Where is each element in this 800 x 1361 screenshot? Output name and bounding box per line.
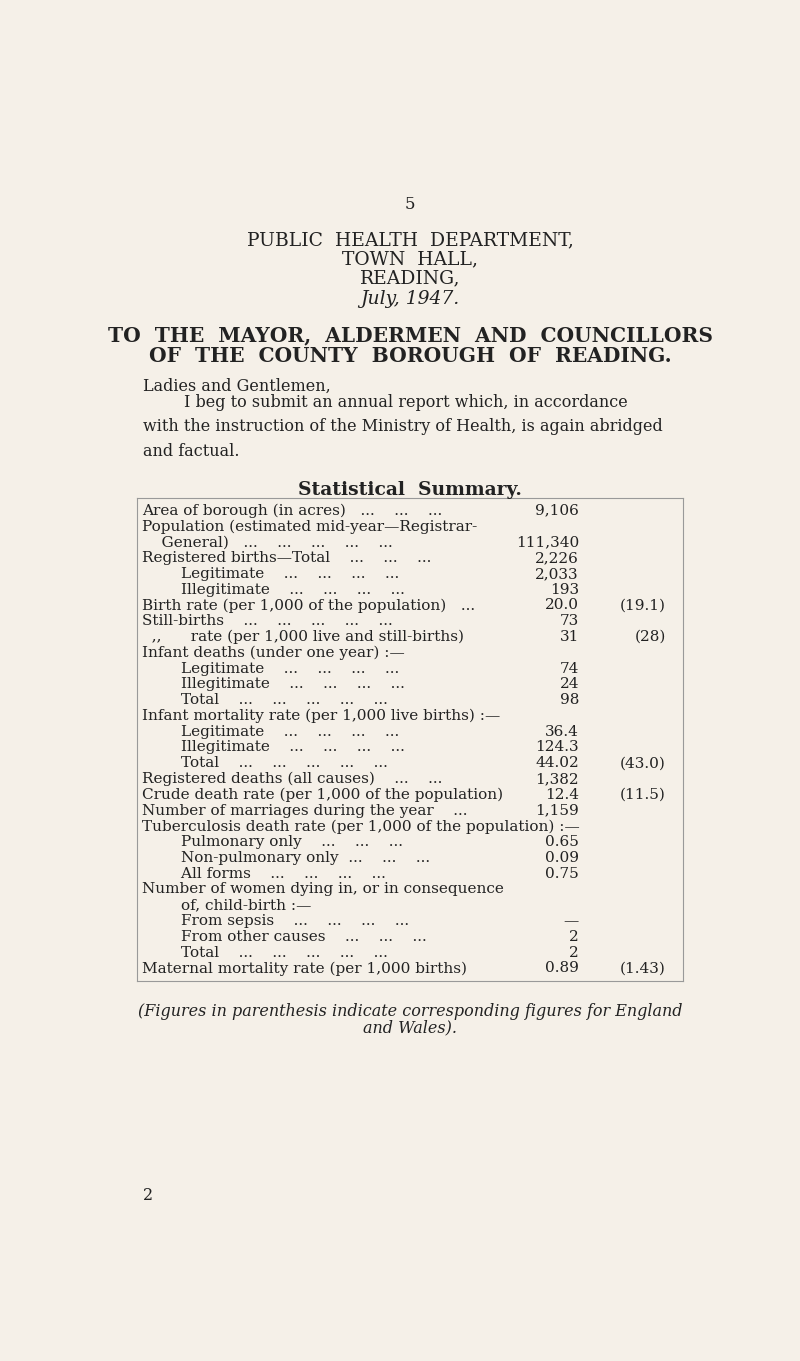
Text: of, child-birth :—: of, child-birth :— [142, 898, 311, 912]
Text: 74: 74 [559, 661, 579, 675]
Text: Area of borough (in acres)   ...    ...    ...: Area of borough (in acres) ... ... ... [142, 504, 442, 519]
Text: (28): (28) [634, 630, 666, 644]
Text: Population (estimated mid-year—Registrar-: Population (estimated mid-year—Registrar… [142, 520, 477, 534]
Text: Pulmonary only    ...    ...    ...: Pulmonary only ... ... ... [142, 836, 403, 849]
Text: 24: 24 [559, 678, 579, 691]
Text: TOWN  HALL,: TOWN HALL, [342, 250, 478, 268]
Text: Illegitimate    ...    ...    ...    ...: Illegitimate ... ... ... ... [142, 583, 405, 596]
Text: ,,      rate (per 1,000 live and still-births): ,, rate (per 1,000 live and still-births… [142, 630, 464, 644]
Text: All forms    ...    ...    ...    ...: All forms ... ... ... ... [142, 867, 386, 881]
Text: 1,382: 1,382 [535, 772, 579, 787]
Text: Still-births    ...    ...    ...    ...    ...: Still-births ... ... ... ... ... [142, 614, 393, 629]
Text: —: — [564, 915, 579, 928]
Text: OF  THE  COUNTY  BOROUGH  OF  READING.: OF THE COUNTY BOROUGH OF READING. [149, 346, 671, 366]
Text: 73: 73 [560, 614, 579, 629]
Text: 2,033: 2,033 [535, 566, 579, 581]
Text: Infant mortality rate (per 1,000 live births) :—: Infant mortality rate (per 1,000 live bi… [142, 709, 500, 723]
Text: and Wales).: and Wales). [363, 1019, 457, 1037]
Text: PUBLIC  HEALTH  DEPARTMENT,: PUBLIC HEALTH DEPARTMENT, [246, 231, 574, 249]
Text: (11.5): (11.5) [620, 788, 666, 802]
Text: READING,: READING, [360, 269, 460, 287]
Text: (1.43): (1.43) [620, 961, 666, 976]
Text: Tuberculosis death rate (per 1,000 of the population) :—: Tuberculosis death rate (per 1,000 of th… [142, 819, 579, 834]
Text: Registered deaths (all causes)    ...    ...: Registered deaths (all causes) ... ... [142, 772, 442, 787]
Text: Statistical  Summary.: Statistical Summary. [298, 482, 522, 499]
Text: July, 1947.: July, 1947. [360, 290, 460, 309]
Text: 2,226: 2,226 [535, 551, 579, 565]
Text: From sepsis    ...    ...    ...    ...: From sepsis ... ... ... ... [142, 915, 409, 928]
Text: (43.0): (43.0) [620, 757, 666, 770]
Text: Non-pulmonary only  ...    ...    ...: Non-pulmonary only ... ... ... [142, 851, 430, 866]
Text: 111,340: 111,340 [516, 535, 579, 550]
Text: Ladies and Gentlemen,: Ladies and Gentlemen, [142, 377, 330, 395]
Text: 98: 98 [559, 693, 579, 708]
Text: 2: 2 [570, 930, 579, 945]
Text: 0.89: 0.89 [545, 961, 579, 976]
Text: Legitimate    ...    ...    ...    ...: Legitimate ... ... ... ... [142, 724, 399, 739]
Text: Illegitimate    ...    ...    ...    ...: Illegitimate ... ... ... ... [142, 678, 405, 691]
Text: 36.4: 36.4 [545, 724, 579, 739]
Text: General)   ...    ...    ...    ...    ...: General) ... ... ... ... ... [142, 535, 393, 550]
Text: (19.1): (19.1) [620, 599, 666, 612]
Text: 20.0: 20.0 [545, 599, 579, 612]
Text: Legitimate    ...    ...    ...    ...: Legitimate ... ... ... ... [142, 661, 399, 675]
Text: 44.02: 44.02 [535, 757, 579, 770]
Text: Registered births—Total    ...    ...    ...: Registered births—Total ... ... ... [142, 551, 431, 565]
Text: Birth rate (per 1,000 of the population)   ...: Birth rate (per 1,000 of the population)… [142, 599, 475, 612]
Text: Legitimate    ...    ...    ...    ...: Legitimate ... ... ... ... [142, 566, 399, 581]
Text: (Figures in parenthesis indicate corresponding figures for England: (Figures in parenthesis indicate corresp… [138, 1003, 682, 1019]
Text: 0.65: 0.65 [545, 836, 579, 849]
Text: 0.09: 0.09 [545, 851, 579, 866]
Text: 0.75: 0.75 [546, 867, 579, 881]
Text: From other causes    ...    ...    ...: From other causes ... ... ... [142, 930, 426, 945]
Text: 1,159: 1,159 [535, 803, 579, 818]
Text: 2: 2 [570, 946, 579, 960]
Text: 2: 2 [142, 1187, 153, 1204]
Text: 5: 5 [405, 196, 415, 212]
Text: Maternal mortality rate (per 1,000 births): Maternal mortality rate (per 1,000 birth… [142, 961, 467, 976]
Text: Total    ...    ...    ...    ...    ...: Total ... ... ... ... ... [142, 946, 388, 960]
Text: Total    ...    ...    ...    ...    ...: Total ... ... ... ... ... [142, 757, 388, 770]
Text: 9,106: 9,106 [535, 504, 579, 517]
Text: Number of women dying in, or in consequence: Number of women dying in, or in conseque… [142, 882, 504, 897]
Text: Infant deaths (under one year) :—: Infant deaths (under one year) :— [142, 645, 405, 660]
Text: TO  THE  MAYOR,  ALDERMEN  AND  COUNCILLORS: TO THE MAYOR, ALDERMEN AND COUNCILLORS [107, 325, 713, 346]
Text: Total    ...    ...    ...    ...    ...: Total ... ... ... ... ... [142, 693, 388, 708]
Text: 124.3: 124.3 [535, 740, 579, 754]
Text: Illegitimate    ...    ...    ...    ...: Illegitimate ... ... ... ... [142, 740, 405, 754]
Text: 31: 31 [559, 630, 579, 644]
Text: I beg to submit an annual report which, in accordance
with the instruction of th: I beg to submit an annual report which, … [142, 395, 662, 460]
Text: 12.4: 12.4 [545, 788, 579, 802]
Text: 193: 193 [550, 583, 579, 596]
Text: Number of marriages during the year    ...: Number of marriages during the year ... [142, 803, 467, 818]
Text: Crude death rate (per 1,000 of the population): Crude death rate (per 1,000 of the popul… [142, 788, 503, 802]
